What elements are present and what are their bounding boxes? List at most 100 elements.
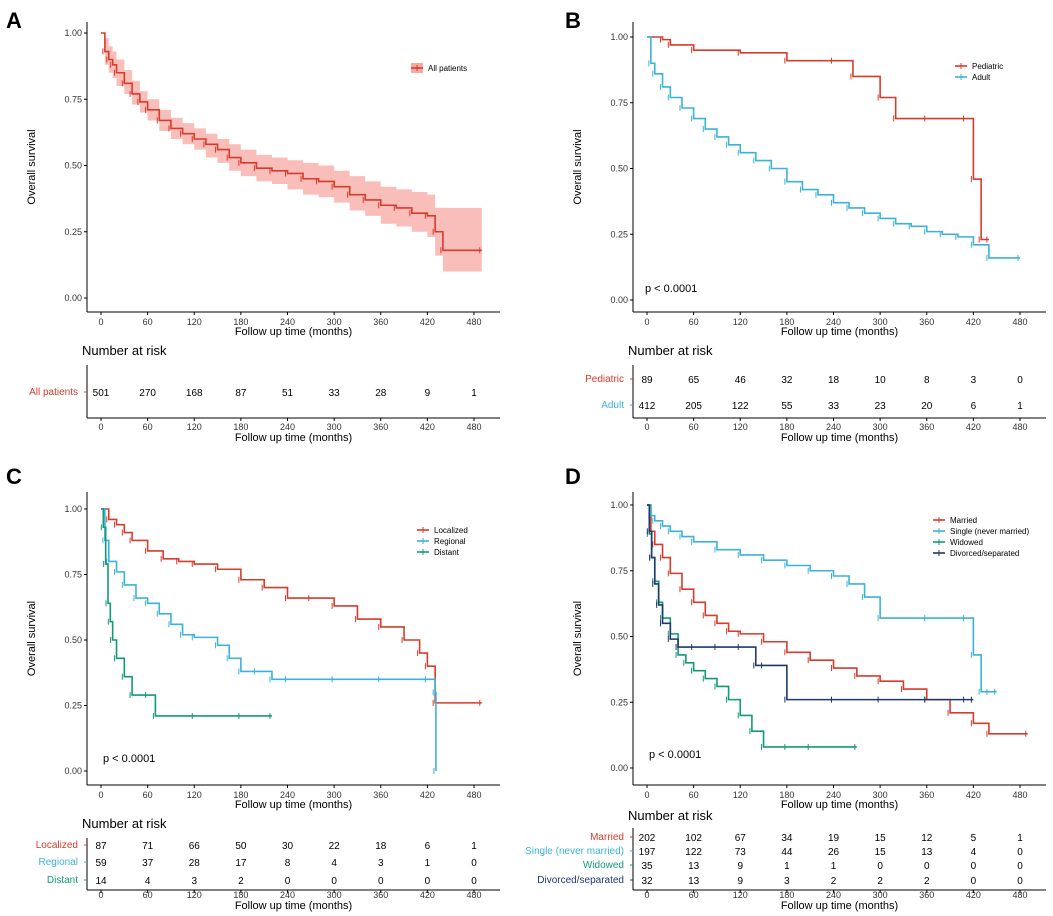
x-tick-label: 420 bbox=[420, 317, 435, 327]
risk-count: 33 bbox=[329, 388, 341, 399]
risk-row-label: Adult bbox=[601, 400, 624, 411]
risk-count: 12 bbox=[921, 833, 933, 844]
x-tick-label: 60 bbox=[689, 790, 699, 800]
panel-c: C0.000.250.500.751.000 60 120 180 240 300 360 4… bbox=[6, 464, 500, 912]
risk-count: 205 bbox=[685, 401, 702, 412]
x-tick-label: 240 bbox=[280, 317, 295, 327]
risk-x-tick-label: 300 bbox=[873, 890, 888, 900]
x-axis-title: Follow up time (months) bbox=[781, 799, 898, 811]
x-tick-label: 0 bbox=[98, 317, 103, 327]
y-tick-label: 0.75 bbox=[64, 94, 82, 104]
series-divorced-separated bbox=[646, 504, 974, 703]
risk-count: 3 bbox=[784, 876, 790, 887]
risk-count: 0 bbox=[425, 876, 431, 887]
risk-count: 3 bbox=[971, 375, 977, 386]
risk-count: 2 bbox=[877, 876, 883, 887]
series-married bbox=[647, 504, 1028, 737]
x-tick-label: 60 bbox=[689, 317, 699, 327]
risk-x-tick-label: 60 bbox=[143, 422, 153, 432]
y-tick-label: 0.25 bbox=[64, 701, 82, 711]
survival-step-line bbox=[101, 508, 482, 704]
legend-label: Single (never married) bbox=[950, 527, 1029, 536]
risk-count: 1 bbox=[1017, 833, 1023, 844]
y-tick-label: 0.50 bbox=[610, 164, 628, 174]
x-tick-label: 480 bbox=[1012, 790, 1027, 800]
risk-count: 0 bbox=[471, 876, 477, 887]
risk-count: 1 bbox=[831, 861, 837, 872]
panel-b: B0.000.250.500.751.000 60 120 180 240 300 360 4… bbox=[565, 8, 1046, 444]
risk-x-tick-label: 360 bbox=[373, 422, 388, 432]
risk-x-tick-label: 420 bbox=[420, 890, 435, 900]
risk-count: 71 bbox=[142, 841, 154, 852]
risk-x-tick-label: 420 bbox=[966, 890, 981, 900]
risk-x-tick-label: 180 bbox=[779, 890, 794, 900]
y-axis-title: Overall survival bbox=[26, 601, 38, 676]
survival-step-line bbox=[647, 504, 997, 693]
risk-x-axis-title: Follow up time (months) bbox=[781, 432, 898, 444]
risk-count: 0 bbox=[1017, 847, 1023, 858]
x-tick-label: 300 bbox=[873, 790, 888, 800]
risk-x-tick-label: 240 bbox=[826, 890, 841, 900]
risk-row-label: Married bbox=[590, 832, 624, 843]
confidence-band bbox=[101, 33, 482, 272]
risk-count: 1 bbox=[471, 388, 477, 399]
risk-count: 0 bbox=[971, 876, 977, 887]
risk-x-tick-label: 180 bbox=[233, 890, 248, 900]
risk-count: 197 bbox=[639, 847, 656, 858]
y-tick-label: 1.00 bbox=[64, 504, 82, 514]
x-tick-label: 120 bbox=[733, 790, 748, 800]
risk-count: 122 bbox=[685, 847, 702, 858]
risk-count: 87 bbox=[95, 841, 107, 852]
series-all-patients bbox=[101, 32, 482, 272]
risk-table-title: Number at risk bbox=[628, 343, 713, 358]
y-tick-label: 0.00 bbox=[64, 766, 82, 776]
risk-x-tick-label: 120 bbox=[733, 890, 748, 900]
x-tick-label: 120 bbox=[733, 317, 748, 327]
risk-x-tick-label: 60 bbox=[143, 890, 153, 900]
series-single-never-married- bbox=[647, 504, 997, 695]
risk-x-tick-label: 480 bbox=[466, 890, 481, 900]
risk-count: 18 bbox=[828, 375, 840, 386]
risk-count: 9 bbox=[737, 876, 743, 887]
risk-x-tick-label: 480 bbox=[1012, 890, 1027, 900]
risk-x-tick-label: 360 bbox=[919, 890, 934, 900]
risk-x-tick-label: 300 bbox=[327, 422, 342, 432]
p-value-label: p < 0.0001 bbox=[649, 749, 701, 761]
risk-x-tick-label: 0 bbox=[98, 890, 103, 900]
y-tick-label: 0.75 bbox=[610, 566, 628, 576]
legend: All patients bbox=[411, 63, 467, 73]
risk-count: 501 bbox=[93, 388, 110, 399]
risk-count: 122 bbox=[732, 401, 749, 412]
p-value-label: p < 0.0001 bbox=[645, 283, 697, 295]
risk-count: 0 bbox=[285, 876, 291, 887]
risk-row-label: Localized bbox=[36, 840, 78, 851]
risk-table-title: Number at risk bbox=[82, 343, 167, 358]
risk-x-tick-label: 420 bbox=[966, 422, 981, 432]
risk-x-tick-label: 0 bbox=[644, 890, 649, 900]
x-tick-label: 420 bbox=[966, 317, 981, 327]
risk-count: 4 bbox=[145, 876, 151, 887]
survival-step-line bbox=[647, 504, 974, 701]
legend-label: Distant bbox=[434, 548, 460, 557]
risk-count: 1 bbox=[471, 841, 477, 852]
x-tick-label: 480 bbox=[1012, 317, 1027, 327]
risk-count: 13 bbox=[688, 861, 700, 872]
risk-x-tick-label: 480 bbox=[466, 422, 481, 432]
legend-label: Married bbox=[950, 516, 977, 525]
risk-count: 0 bbox=[924, 861, 930, 872]
risk-x-axis-title: Follow up time (months) bbox=[235, 432, 352, 444]
risk-x-tick-label: 120 bbox=[187, 422, 202, 432]
risk-count: 3 bbox=[378, 858, 384, 869]
y-tick-label: 1.00 bbox=[64, 28, 82, 38]
x-tick-label: 420 bbox=[966, 790, 981, 800]
risk-count: 1 bbox=[425, 858, 431, 869]
p-value-label: p < 0.0001 bbox=[103, 753, 155, 765]
survival-step-line bbox=[647, 504, 1028, 735]
risk-count: 6 bbox=[971, 401, 977, 412]
risk-count: 67 bbox=[735, 833, 747, 844]
risk-x-tick-label: 60 bbox=[689, 890, 699, 900]
risk-count: 9 bbox=[737, 861, 743, 872]
risk-count: 44 bbox=[781, 847, 793, 858]
